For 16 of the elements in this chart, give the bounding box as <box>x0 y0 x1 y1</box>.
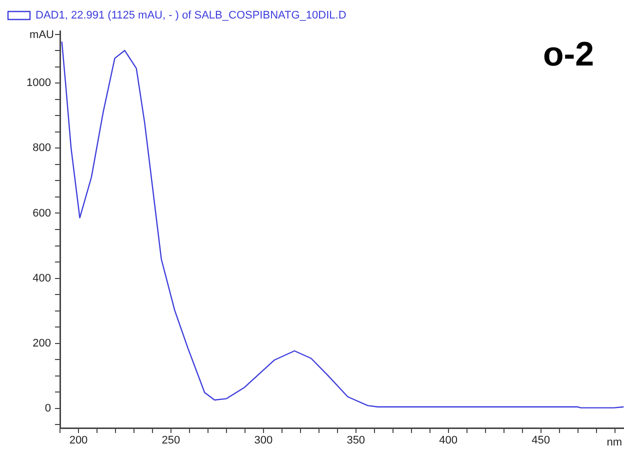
x-tick-label: 300 <box>254 434 273 447</box>
y-tick-label: 1000 <box>26 77 51 90</box>
x-tick-label: 250 <box>162 434 180 447</box>
x-tick-label: 200 <box>69 434 88 447</box>
x-tick-label: 450 <box>532 434 550 447</box>
y-axis-title: mAU <box>30 29 54 42</box>
y-tick-label: 800 <box>32 142 51 154</box>
y-tick-label: 200 <box>32 337 51 350</box>
y-tick-label: 400 <box>32 272 51 284</box>
x-tick-label: 400 <box>439 434 458 447</box>
x-tick-label: 350 <box>346 434 366 447</box>
annotation: o-2 <box>543 35 594 74</box>
y-tick-label: 0 <box>44 402 51 415</box>
legend-label: DAD1, 22.991 (1125 mAU, - ) of SALB_COSPIBNATG_10DIL.D <box>36 10 346 22</box>
y-tick-label: 600 <box>32 207 51 220</box>
x-axis-title: nm <box>606 436 622 449</box>
